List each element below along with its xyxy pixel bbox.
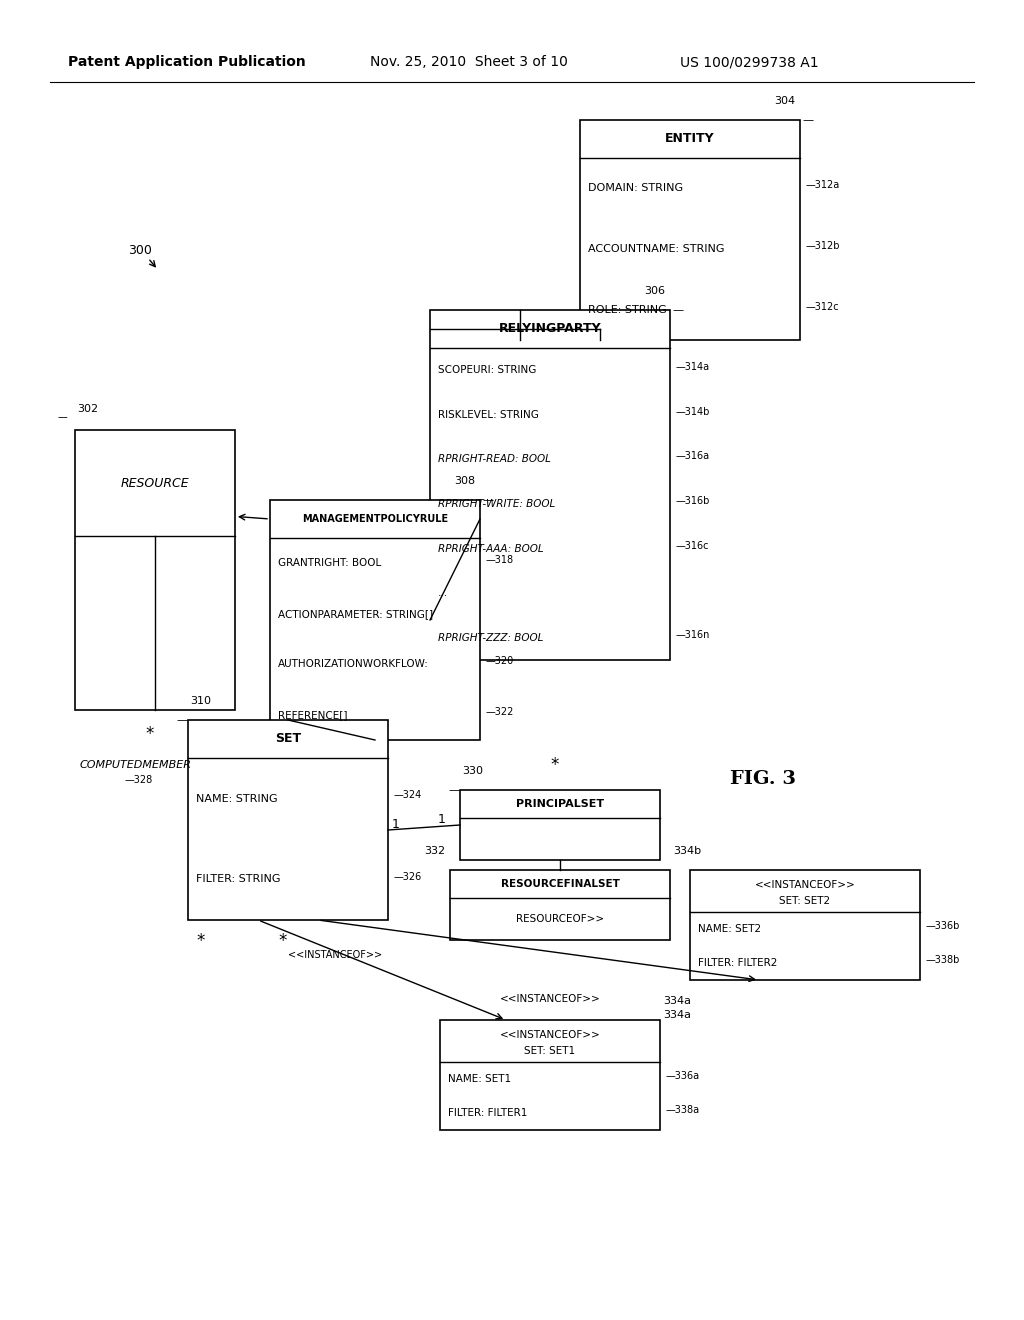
Text: 306: 306 [644, 286, 665, 296]
Bar [270, 500, 480, 741]
Text: GRANTRIGHT: BOOL: GRANTRIGHT: BOOL [278, 558, 381, 568]
Text: —: — [672, 305, 683, 315]
Text: —316b: —316b [676, 496, 711, 506]
Text: —336a: —336a [666, 1071, 700, 1081]
Text: 1: 1 [438, 813, 446, 826]
Text: NAME: SET2: NAME: SET2 [698, 924, 761, 935]
Text: 334b: 334b [673, 846, 701, 855]
Text: *: * [279, 932, 287, 950]
Text: 330: 330 [462, 766, 483, 776]
Text: 332: 332 [424, 846, 445, 855]
Bar [440, 1020, 660, 1130]
Text: NAME: STRING: NAME: STRING [196, 793, 278, 804]
Text: FILTER: FILTER1: FILTER: FILTER1 [449, 1107, 527, 1118]
Text: —318: —318 [486, 556, 514, 565]
Text: ROLE: STRING: ROLE: STRING [588, 305, 667, 314]
Text: Nov. 25, 2010  Sheet 3 of 10: Nov. 25, 2010 Sheet 3 of 10 [370, 55, 568, 69]
Text: ACCOUNTNAME: STRING: ACCOUNTNAME: STRING [588, 244, 725, 253]
Text: —: — [176, 715, 187, 725]
Text: <<INSTANCEOF>>: <<INSTANCEOF>> [500, 1030, 600, 1040]
Text: RPRIGHT-READ: BOOL: RPRIGHT-READ: BOOL [438, 454, 551, 465]
Text: —322: —322 [486, 706, 514, 717]
Text: <<INSTANCEOF>>: <<INSTANCEOF>> [755, 879, 855, 890]
Text: 1: 1 [392, 818, 400, 832]
Text: *: * [551, 756, 559, 774]
Text: 334a: 334a [663, 1010, 691, 1020]
Text: FILTER: FILTER2: FILTER: FILTER2 [698, 958, 777, 968]
Text: RISKLEVEL: STRING: RISKLEVEL: STRING [438, 409, 539, 420]
Text: —326: —326 [394, 871, 422, 882]
Text: SET: SET2: SET: SET2 [779, 896, 830, 907]
Text: SET: SET [274, 733, 301, 746]
Bar [75, 430, 234, 710]
Text: ACTIONPARAMETER: STRING[]: ACTIONPARAMETER: STRING[] [278, 609, 433, 619]
Text: —316n: —316n [676, 630, 711, 640]
Text: RESOURCE: RESOURCE [121, 477, 189, 490]
Text: ...: ... [438, 589, 449, 598]
Bar [690, 870, 920, 979]
Text: FILTER: STRING: FILTER: STRING [196, 874, 281, 884]
Text: 334a: 334a [663, 997, 691, 1006]
Text: —312a: —312a [806, 181, 841, 190]
Text: —: — [449, 785, 459, 795]
Text: NAME: SET1: NAME: SET1 [449, 1074, 511, 1084]
Text: RPRIGHT-AAA: BOOL: RPRIGHT-AAA: BOOL [438, 544, 544, 553]
Text: FIG. 3: FIG. 3 [730, 770, 796, 788]
Bar [430, 310, 670, 660]
Text: ENTITY: ENTITY [666, 132, 715, 145]
Text: —324: —324 [394, 791, 422, 800]
Bar [188, 719, 388, 920]
Text: SCOPEURI: STRING: SCOPEURI: STRING [438, 366, 537, 375]
Text: RELYINGPARTY: RELYINGPARTY [499, 322, 601, 335]
Text: *: * [145, 725, 155, 743]
Text: 308: 308 [454, 477, 475, 486]
Text: PRINCIPALSET: PRINCIPALSET [516, 799, 604, 809]
Bar [450, 870, 670, 940]
Text: —316a: —316a [676, 451, 710, 462]
Text: MANAGEMENTPOLICYRULE: MANAGEMENTPOLICYRULE [302, 513, 449, 524]
Text: —312b: —312b [806, 242, 841, 251]
Text: —312c: —312c [806, 302, 840, 312]
Text: AUTHORIZATIONWORKFLOW:: AUTHORIZATIONWORKFLOW: [278, 659, 429, 669]
Text: —316c: —316c [676, 541, 710, 550]
Text: RESOURCEOF>>: RESOURCEOF>> [516, 913, 604, 924]
Text: —338a: —338a [666, 1105, 700, 1115]
Text: 304: 304 [774, 96, 795, 106]
Text: <<INSTANCEOF>>: <<INSTANCEOF>> [500, 994, 600, 1005]
Bar [580, 120, 800, 341]
Text: COMPUTEDMEMBER: COMPUTEDMEMBER [80, 760, 193, 770]
Text: —328: —328 [125, 775, 154, 785]
Text: *: * [196, 932, 205, 950]
Text: RPRIGHT-ZZZ: BOOL: RPRIGHT-ZZZ: BOOL [438, 632, 544, 643]
Text: —: — [802, 115, 813, 125]
Text: —336b: —336b [926, 921, 961, 931]
Text: —314b: —314b [676, 407, 711, 417]
Text: 300: 300 [128, 243, 152, 256]
Text: 302: 302 [77, 404, 98, 414]
Text: —320: —320 [486, 656, 514, 667]
Text: —338b: —338b [926, 954, 961, 965]
Text: <<INSTANCEOF>>: <<INSTANCEOF>> [288, 950, 382, 960]
Text: —: — [482, 495, 494, 506]
Text: SET: SET1: SET: SET1 [524, 1047, 575, 1056]
Text: REFERENCE[]: REFERENCE[] [278, 710, 347, 719]
Text: RPRIGHT-WRITE: BOOL: RPRIGHT-WRITE: BOOL [438, 499, 555, 510]
Text: RESOURCEFINALSET: RESOURCEFINALSET [501, 879, 620, 888]
Text: —314a: —314a [676, 362, 710, 372]
Text: DOMAIN: STRING: DOMAIN: STRING [588, 183, 683, 193]
Text: US 100/0299738 A1: US 100/0299738 A1 [680, 55, 818, 69]
Text: Patent Application Publication: Patent Application Publication [68, 55, 306, 69]
Text: —: — [57, 412, 67, 422]
Bar [460, 789, 660, 861]
Text: 310: 310 [190, 696, 211, 706]
